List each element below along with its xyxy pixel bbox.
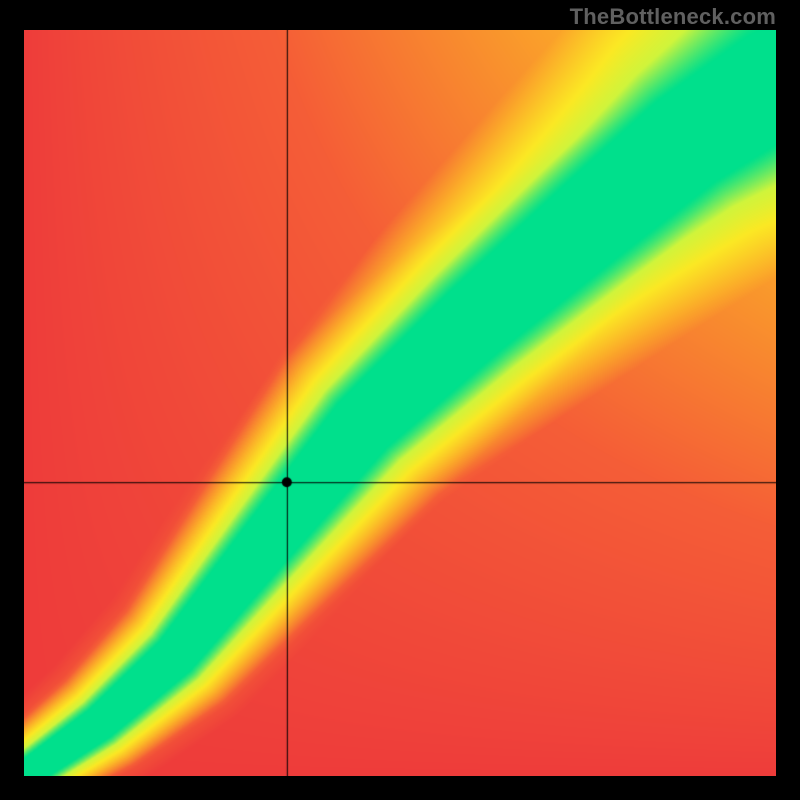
watermark-text: TheBottleneck.com bbox=[570, 4, 776, 30]
heatmap-canvas bbox=[24, 30, 776, 776]
heatmap-plot bbox=[24, 30, 776, 776]
chart-container: TheBottleneck.com bbox=[0, 0, 800, 800]
